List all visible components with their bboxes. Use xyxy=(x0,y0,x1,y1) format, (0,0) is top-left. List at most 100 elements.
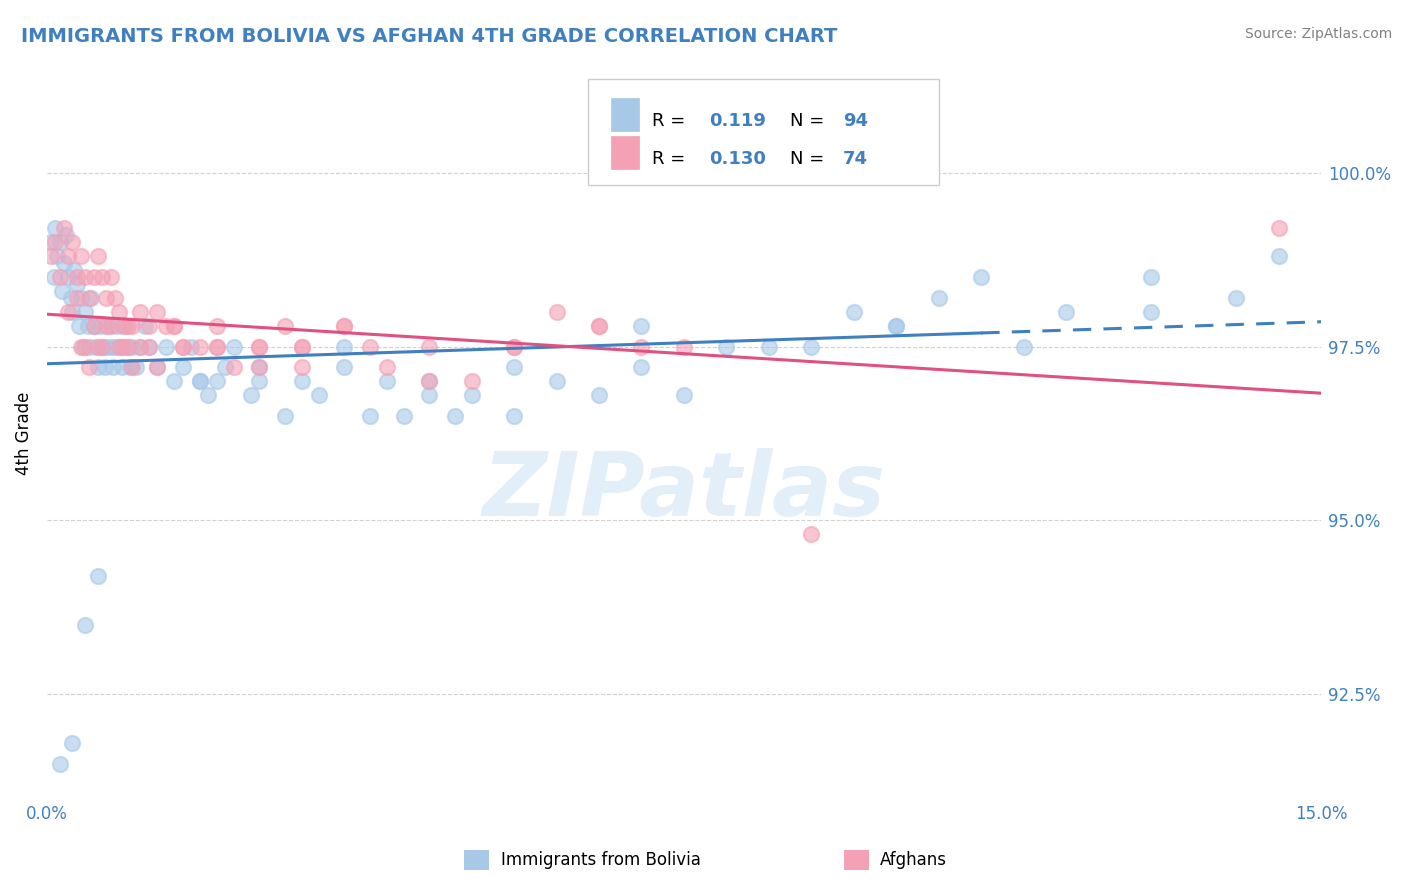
Point xyxy=(75,617,97,632)
Point xyxy=(291,340,314,354)
Point xyxy=(291,375,314,389)
Point xyxy=(65,291,87,305)
Point xyxy=(52,221,75,235)
Point xyxy=(886,318,908,333)
Point xyxy=(588,318,610,333)
Point xyxy=(59,291,82,305)
Point xyxy=(91,340,114,354)
Point xyxy=(188,340,211,354)
Point xyxy=(60,305,83,319)
Point xyxy=(163,318,186,333)
Text: 0.119: 0.119 xyxy=(710,112,766,130)
Point xyxy=(79,340,101,354)
Point xyxy=(418,375,440,389)
Point xyxy=(75,340,97,354)
Point xyxy=(117,340,139,354)
Point xyxy=(56,270,79,285)
Point xyxy=(56,305,79,319)
Point xyxy=(1267,221,1289,235)
Point xyxy=(100,340,122,354)
Point xyxy=(87,360,110,375)
Point xyxy=(83,270,105,285)
Point xyxy=(104,291,127,305)
Text: 0.130: 0.130 xyxy=(710,150,766,168)
Point xyxy=(55,228,77,243)
Point xyxy=(146,360,169,375)
Point xyxy=(503,340,526,354)
Text: R =: R = xyxy=(652,150,692,168)
Point xyxy=(60,235,83,250)
Point xyxy=(52,256,75,270)
Point xyxy=(546,375,568,389)
Point xyxy=(375,360,398,375)
Point xyxy=(333,318,356,333)
Point xyxy=(108,340,131,354)
Point xyxy=(546,305,568,319)
Point xyxy=(39,235,62,250)
Point xyxy=(104,340,127,354)
Point xyxy=(503,340,526,354)
Point xyxy=(503,409,526,424)
Point xyxy=(96,340,118,354)
Point xyxy=(75,270,97,285)
Point xyxy=(48,270,70,285)
Point xyxy=(146,360,169,375)
Point xyxy=(117,340,139,354)
Point xyxy=(101,360,124,375)
Point xyxy=(76,318,98,333)
Point xyxy=(129,340,152,354)
Point xyxy=(79,360,101,375)
Point xyxy=(672,340,695,354)
Point xyxy=(588,388,610,402)
Text: ZIPatlas: ZIPatlas xyxy=(482,449,886,535)
Point xyxy=(247,360,270,375)
Point xyxy=(800,527,823,541)
Point xyxy=(120,360,142,375)
Point xyxy=(67,318,90,333)
Point xyxy=(630,360,652,375)
Point xyxy=(84,340,107,354)
Point xyxy=(121,360,143,375)
Point xyxy=(91,340,114,354)
Point xyxy=(418,388,440,402)
Text: Afghans: Afghans xyxy=(880,851,948,869)
Point xyxy=(80,291,103,305)
Point xyxy=(108,340,131,354)
Point xyxy=(205,375,228,389)
Point xyxy=(121,318,143,333)
Point xyxy=(89,318,111,333)
Point xyxy=(970,270,993,285)
Text: N =: N = xyxy=(790,150,830,168)
Point xyxy=(70,291,93,305)
Point xyxy=(79,291,101,305)
Point xyxy=(138,340,160,354)
Point xyxy=(121,340,143,354)
Point xyxy=(44,221,66,235)
Point xyxy=(83,318,105,333)
Point xyxy=(39,249,62,263)
Point xyxy=(418,340,440,354)
Point xyxy=(114,318,136,333)
Point xyxy=(48,756,70,771)
Point xyxy=(205,340,228,354)
Text: Source: ZipAtlas.com: Source: ZipAtlas.com xyxy=(1244,27,1392,41)
Text: N =: N = xyxy=(790,112,830,130)
Point xyxy=(392,409,415,424)
Point xyxy=(291,340,314,354)
Point xyxy=(111,360,134,375)
Point xyxy=(138,340,160,354)
Point xyxy=(503,360,526,375)
Point xyxy=(112,340,135,354)
Point xyxy=(443,409,465,424)
Point xyxy=(197,388,219,402)
Point xyxy=(65,277,87,291)
FancyBboxPatch shape xyxy=(612,136,640,169)
Point xyxy=(91,270,114,285)
Point xyxy=(56,249,79,263)
Point xyxy=(42,270,65,285)
Point xyxy=(112,340,135,354)
Text: R =: R = xyxy=(652,112,692,130)
Point xyxy=(63,263,86,277)
Point xyxy=(138,318,160,333)
Point xyxy=(1140,305,1163,319)
